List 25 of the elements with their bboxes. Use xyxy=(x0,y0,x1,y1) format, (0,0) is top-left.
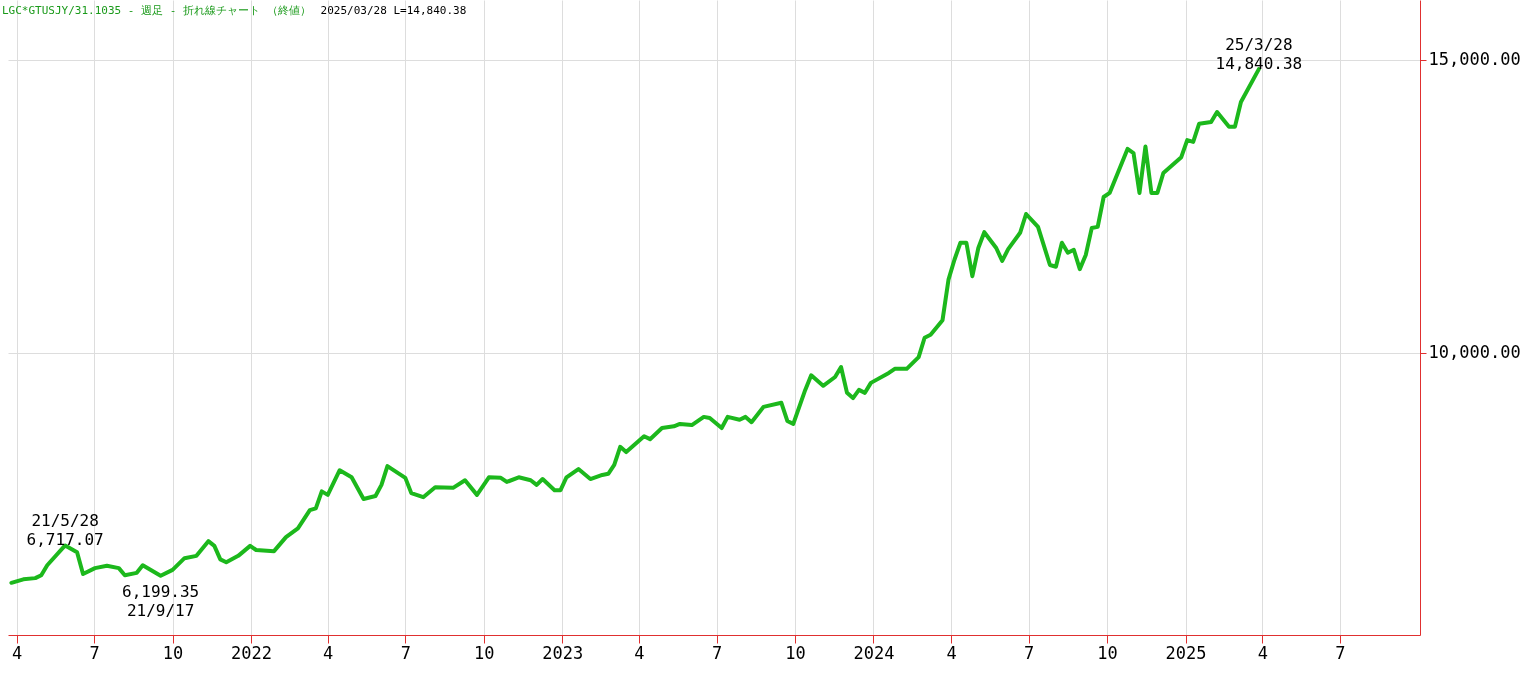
annotation: 6,199.35 21/9/17 xyxy=(122,581,200,620)
x-tick-label: 7 xyxy=(1335,642,1346,663)
x-tick-label: 2022 xyxy=(231,642,272,663)
x-tick-label: 10 xyxy=(162,642,184,663)
x-tick-label: 7 xyxy=(400,642,411,663)
x-tick-label: 4 xyxy=(11,642,23,663)
chart-subtitle: 2025/03/28 L=14,840.38 xyxy=(320,4,467,17)
x-tick-label: 10 xyxy=(1097,642,1118,663)
x-tick-label: 4 xyxy=(634,642,645,663)
x-tick-label: 2023 xyxy=(542,642,584,663)
x-tick-label: 2025 xyxy=(1165,642,1207,663)
x-tick-label: 7 xyxy=(89,642,100,663)
x-tick-label: 4 xyxy=(946,642,957,663)
x-tick-label: 10 xyxy=(474,642,495,663)
y-tick-label: 10,000.00 xyxy=(1428,342,1521,363)
annotation: 21/5/28 6,717.07 xyxy=(26,511,104,550)
annotation: 25/3/28 14,840.38 xyxy=(1215,35,1303,74)
x-tick-label: 2024 xyxy=(853,642,895,663)
x-tick-label: 4 xyxy=(1257,642,1268,663)
x-tick-label: 7 xyxy=(711,642,723,663)
chart-title: LGC*GTUSJY/31.1035 - 週足 - 折れ線チャート （終値） xyxy=(2,4,311,17)
x-tick-label: 4 xyxy=(323,642,334,663)
x-tick-label: 10 xyxy=(785,642,806,663)
x-tick-label: 7 xyxy=(1024,642,1035,663)
y-tick-label: 15,000.00 xyxy=(1428,49,1521,70)
